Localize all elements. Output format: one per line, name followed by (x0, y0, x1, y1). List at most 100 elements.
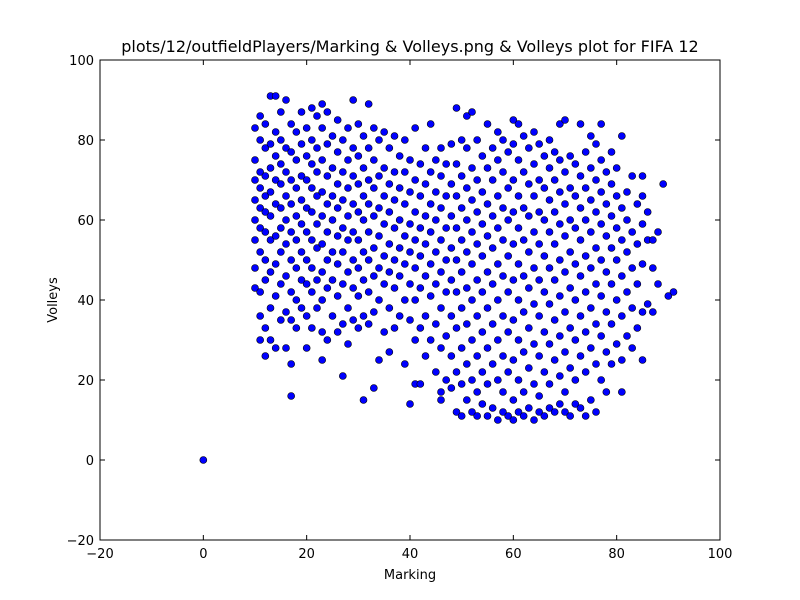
data-point (261, 324, 270, 332)
data-point (282, 96, 290, 104)
data-point (406, 156, 414, 164)
data-point (277, 248, 285, 256)
data-point (468, 108, 476, 116)
data-point (649, 264, 657, 272)
data-point (401, 136, 409, 144)
data-point (432, 156, 440, 164)
data-point (364, 228, 373, 236)
data-point (328, 164, 337, 172)
data-point (530, 228, 538, 236)
data-point (592, 320, 600, 328)
data-point (370, 308, 378, 316)
data-point (509, 416, 518, 424)
data-point (566, 216, 574, 224)
data-point (199, 456, 208, 464)
data-point (380, 220, 388, 228)
data-point (545, 380, 554, 388)
data-point (638, 356, 647, 364)
data-point (266, 268, 275, 276)
data-point (292, 128, 301, 136)
data-point (504, 216, 512, 224)
data-point (401, 260, 409, 268)
data-point (581, 252, 590, 260)
data-point (540, 368, 549, 376)
data-point (323, 256, 332, 264)
data-point (525, 364, 533, 372)
data-point (318, 188, 326, 196)
data-point (514, 224, 523, 232)
data-point (483, 164, 492, 172)
data-point (535, 140, 543, 148)
data-point (618, 388, 626, 396)
data-point (535, 276, 543, 284)
data-point (411, 336, 419, 344)
data-point (354, 236, 363, 244)
data-point (473, 388, 481, 396)
data-point (318, 328, 326, 336)
data-point (463, 284, 471, 292)
data-point (519, 348, 528, 356)
y-tick-label: 60 (77, 214, 94, 229)
data-point (452, 256, 461, 264)
data-point (256, 224, 264, 232)
data-point (602, 168, 611, 176)
data-point (488, 212, 497, 220)
data-point (473, 208, 481, 216)
data-point (375, 356, 383, 364)
data-point (623, 188, 631, 196)
data-point (349, 200, 357, 208)
data-point (370, 212, 378, 220)
data-point (308, 236, 316, 244)
data-point (401, 296, 409, 304)
data-point (359, 216, 368, 224)
data-point (308, 288, 316, 296)
data-point (297, 248, 306, 256)
data-point (545, 300, 554, 308)
data-point (271, 92, 280, 100)
data-point (452, 368, 461, 376)
data-point (592, 360, 600, 368)
data-point (457, 236, 466, 244)
data-point (478, 400, 487, 408)
data-point (390, 256, 399, 264)
data-point (566, 248, 574, 256)
data-point (364, 256, 373, 264)
data-point (468, 228, 476, 236)
data-point (607, 280, 616, 288)
data-point (597, 376, 605, 384)
data-point (380, 252, 388, 260)
data-point (540, 328, 549, 336)
data-point (525, 284, 533, 292)
data-point (344, 184, 352, 192)
data-point (380, 128, 388, 136)
data-point (261, 120, 270, 128)
data-point (468, 296, 476, 304)
data-point (618, 356, 626, 364)
data-point (333, 328, 342, 336)
data-point (628, 228, 636, 236)
data-point (302, 228, 311, 236)
data-point (633, 280, 642, 288)
data-point (519, 388, 528, 396)
data-point (525, 180, 533, 188)
data-point (349, 256, 357, 264)
data-point (426, 228, 435, 236)
data-point (344, 212, 352, 220)
data-point (483, 304, 492, 312)
data-point (442, 160, 450, 168)
data-point (550, 356, 559, 364)
data-point (514, 296, 523, 304)
data-point (302, 152, 311, 160)
data-point (514, 408, 523, 416)
data-point (483, 268, 492, 276)
data-point (395, 152, 404, 160)
data-point (302, 204, 311, 212)
data-point (530, 264, 538, 272)
data-point (457, 172, 466, 180)
data-point (364, 176, 373, 184)
data-point (612, 224, 621, 232)
data-point (416, 284, 425, 292)
data-point (426, 120, 435, 128)
y-axis: −20 0 20 40 60 80 100 (67, 54, 720, 549)
data-point (499, 236, 507, 244)
